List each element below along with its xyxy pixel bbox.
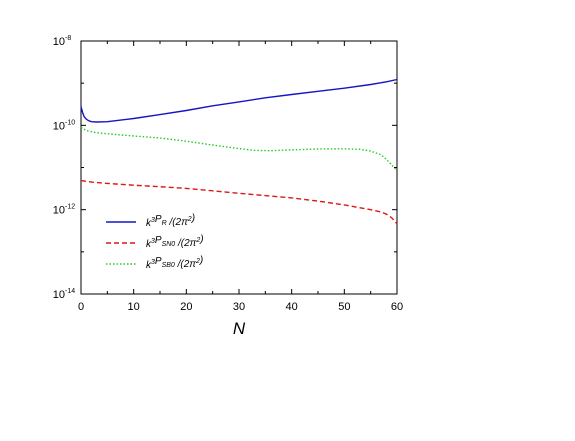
y-tick-exponent: -12 bbox=[65, 204, 75, 211]
x-tick-label: 30 bbox=[233, 301, 245, 313]
x-tick-label: 10 bbox=[128, 301, 140, 313]
y-tick-label: 10 bbox=[53, 289, 65, 301]
legend-label-1: k3PR /(2π2) bbox=[146, 213, 195, 229]
legend: k3PR /(2π2) k3PSN0 /(2π2) k3PSB0 /(2π2) bbox=[106, 213, 204, 271]
y-tick-label: 10 bbox=[53, 120, 65, 132]
series-line-2 bbox=[80, 179, 398, 225]
x-tick-label: 0 bbox=[78, 301, 84, 313]
x-tick-label: 20 bbox=[180, 301, 192, 313]
y-tick-label: 10 bbox=[53, 36, 65, 48]
y-tick-exponent: -14 bbox=[65, 288, 75, 295]
x-tick-label: 40 bbox=[286, 301, 298, 313]
legend-label-3: k3PSB0 /(2π2) bbox=[146, 255, 203, 271]
series-line-1 bbox=[80, 78, 398, 123]
plot-lines bbox=[80, 78, 398, 225]
plot-frame bbox=[80, 40, 398, 295]
x-tick-label: 60 bbox=[391, 301, 403, 313]
y-tick-exponent: -8 bbox=[65, 35, 71, 42]
y-tick-exponent: -10 bbox=[65, 119, 75, 126]
series-line-3 bbox=[80, 126, 398, 171]
x-tick-label: 50 bbox=[338, 301, 350, 313]
legend-label-2: k3PSN0 /(2π2) bbox=[146, 234, 204, 250]
x-axis-label: N bbox=[233, 319, 246, 338]
y-tick-label: 10 bbox=[53, 205, 65, 217]
